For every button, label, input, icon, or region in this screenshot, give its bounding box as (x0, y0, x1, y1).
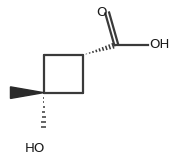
Text: O: O (97, 6, 107, 19)
Text: HO: HO (24, 142, 45, 155)
Polygon shape (10, 87, 44, 98)
Text: OH: OH (149, 38, 169, 51)
